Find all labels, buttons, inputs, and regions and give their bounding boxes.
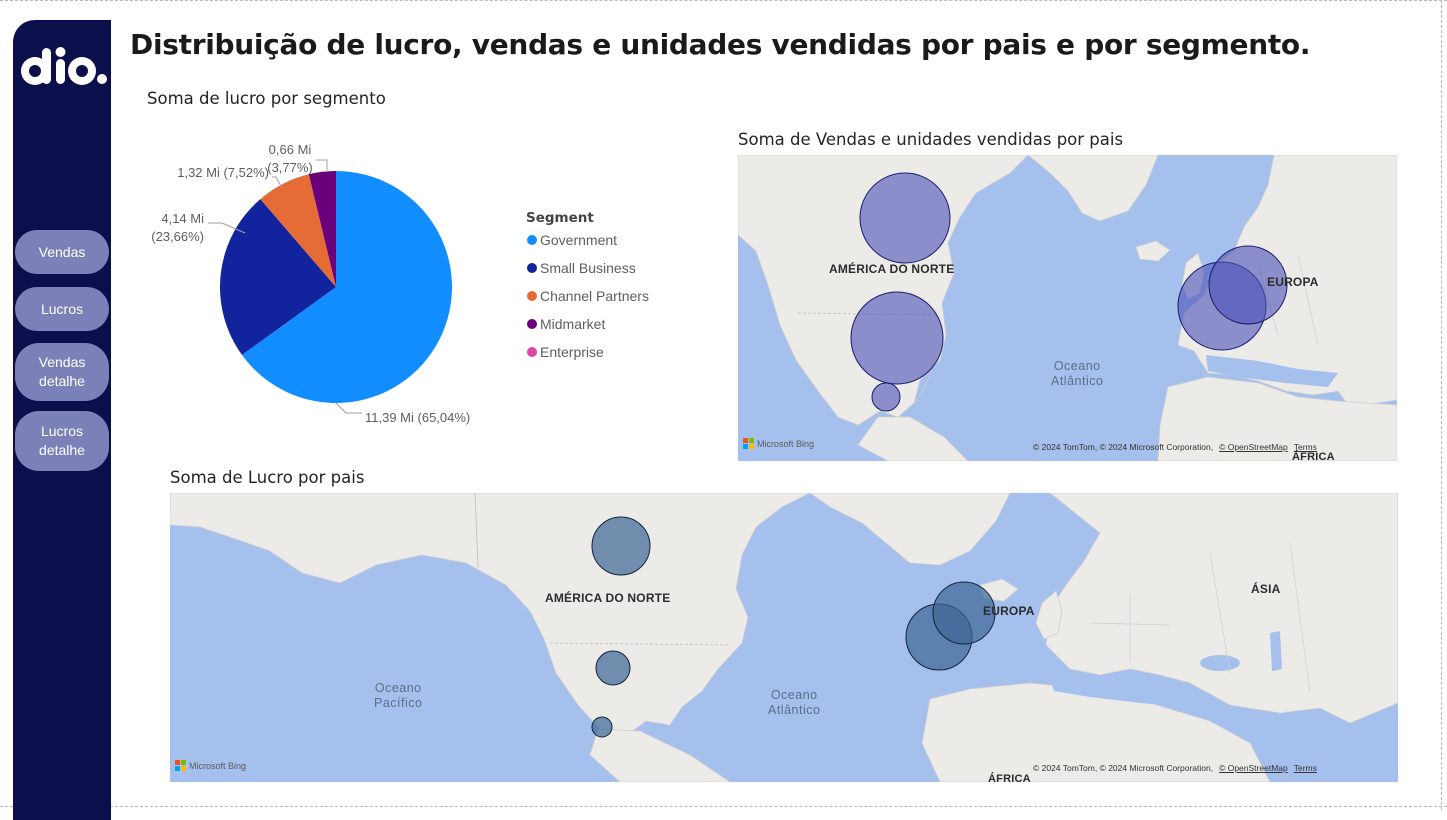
pie-data-label: 4,14 Mi — [161, 211, 204, 226]
pie-leader-line — [272, 176, 283, 189]
nav-lucros-detalhe-button[interactable]: Lucros detalhe — [15, 411, 109, 471]
legend-marker-midmarket[interactable] — [527, 319, 537, 329]
pie-leader-line — [208, 222, 246, 234]
map2-label-europe: EUROPA — [983, 604, 1035, 618]
page-title: Distribuição de lucro, vendas e unidades… — [130, 28, 1311, 61]
nav-vendas-detalhe-line1: Vendas — [38, 354, 86, 370]
profit-map-terrain — [170, 493, 1398, 782]
nav-vendas-label: Vendas — [38, 243, 86, 260]
profit-bubble-mexico[interactable] — [591, 716, 613, 738]
map2-label-asia: ÁSIA — [1251, 582, 1281, 596]
legend-label-small-business[interactable]: Small Business — [540, 260, 636, 276]
map1-label-atlantic: Oceano Atlântico — [1051, 359, 1104, 388]
sales-bubble-germany[interactable] — [1208, 245, 1288, 325]
profit-bubble-canada[interactable] — [591, 516, 651, 576]
sales-map-terrain — [738, 155, 1397, 461]
sales-map[interactable]: AMÉRICA DO NORTE EUROPA Oceano Atlântico … — [738, 155, 1397, 461]
nav-vendas-button[interactable]: Vendas — [15, 230, 109, 274]
legend-marker-enterprise[interactable] — [527, 347, 537, 357]
pie-data-label: (23,66%) — [151, 229, 204, 244]
pie-leader-line — [316, 159, 328, 172]
map1-terms-link[interactable]: Terms — [1293, 442, 1317, 452]
profit-map[interactable]: AMÉRICA DO NORTE EUROPA ÁSIA Oceano Pacíf… — [170, 493, 1398, 782]
pie-leader-line — [335, 402, 362, 414]
legend-label-channel-partners[interactable]: Channel Partners — [540, 288, 649, 304]
sales-map-title: Soma de Vendas e unidades vendidas por p… — [738, 130, 1124, 149]
sidebar: dio. Vendas Lucros Vendas detalhe Lucros… — [13, 20, 111, 820]
map1-attribution: © 2024 TomTom, © 2024 Microsoft Corporat… — [1033, 442, 1317, 452]
pie-slice-government[interactable] — [241, 171, 453, 403]
microsoft-logo-icon — [743, 438, 754, 449]
profit-map-title: Soma de Lucro por pais — [170, 468, 365, 487]
map2-label-north-america: AMÉRICA DO NORTE — [545, 591, 671, 605]
canvas-border-bottom — [0, 806, 1447, 808]
pie-data-label: 11,39 Mi (65,04%) — [365, 410, 470, 425]
nav-vendas-detalhe-line2: detalhe — [39, 373, 85, 389]
map1-label-europe: EUROPA — [1267, 275, 1319, 289]
microsoft-logo-icon — [175, 760, 186, 771]
dio-logo: dio. — [21, 47, 107, 85]
map2-attribution: © 2024 TomTom, © 2024 Microsoft Corporat… — [1033, 763, 1317, 773]
nav-lucros-label: Lucros — [40, 300, 84, 317]
legend-label-government[interactable]: Government — [540, 232, 617, 248]
pie-data-label: 1,32 Mi (7,52%) — [177, 165, 269, 180]
sales-bubble-usa[interactable] — [850, 291, 944, 385]
nav-lucros-detalhe-line1: Lucros — [40, 423, 84, 439]
profit-bubble-germany[interactable] — [932, 581, 996, 645]
map1-label-north-america: AMÉRICA DO NORTE — [829, 262, 955, 276]
profit-bubble-usa[interactable] — [595, 650, 631, 686]
map2-label-atlantic: Oceano Atlântico — [768, 688, 821, 717]
map1-bing-logo: Microsoft Bing — [743, 438, 814, 449]
map1-label-africa: ÁFRICA — [1292, 451, 1335, 461]
pie-data-label: 0,66 Mi — [269, 142, 312, 157]
canvas-border-right — [1441, 0, 1443, 810]
legend-marker-government[interactable] — [527, 235, 537, 245]
map2-label-africa: ÁFRICA — [988, 773, 1031, 782]
map2-osm-link[interactable]: © OpenStreetMap — [1219, 763, 1288, 773]
legend-title: Segment — [526, 210, 594, 226]
nav-lucros-detalhe-line2: detalhe — [39, 442, 85, 458]
sales-bubble-mexico[interactable] — [871, 382, 901, 412]
legend-label-enterprise[interactable]: Enterprise — [540, 344, 604, 360]
legend-label-midmarket[interactable]: Midmarket — [540, 316, 605, 332]
nav-vendas-detalhe-button[interactable]: Vendas detalhe — [15, 343, 109, 401]
map2-terms-link[interactable]: Terms — [1293, 763, 1317, 773]
pie-chart[interactable]: 11,39 Mi (65,04%) 4,14 Mi (23,66%) 1,32 Mi … — [140, 130, 680, 450]
pie-chart-title: Soma de lucro por segmento — [147, 89, 386, 108]
nav-lucros-button[interactable]: Lucros — [15, 287, 109, 331]
pie-slice-small-business[interactable] — [220, 199, 336, 355]
pie-slice-midmarket[interactable] — [308, 171, 336, 287]
map2-label-pacific: Oceano Pacífico — [374, 681, 423, 710]
pie-data-label: (3,77%) — [267, 160, 313, 175]
legend-marker-channel-partners[interactable] — [527, 291, 537, 301]
map1-osm-link[interactable]: © OpenStreetMap — [1219, 442, 1288, 452]
map2-bing-logo: Microsoft Bing — [175, 760, 246, 771]
sales-bubble-canada[interactable] — [859, 172, 951, 264]
pie-slice-channel-partners[interactable] — [260, 174, 336, 287]
canvas-border-top — [0, 0, 1447, 2]
legend-marker-small-business[interactable] — [527, 263, 537, 273]
